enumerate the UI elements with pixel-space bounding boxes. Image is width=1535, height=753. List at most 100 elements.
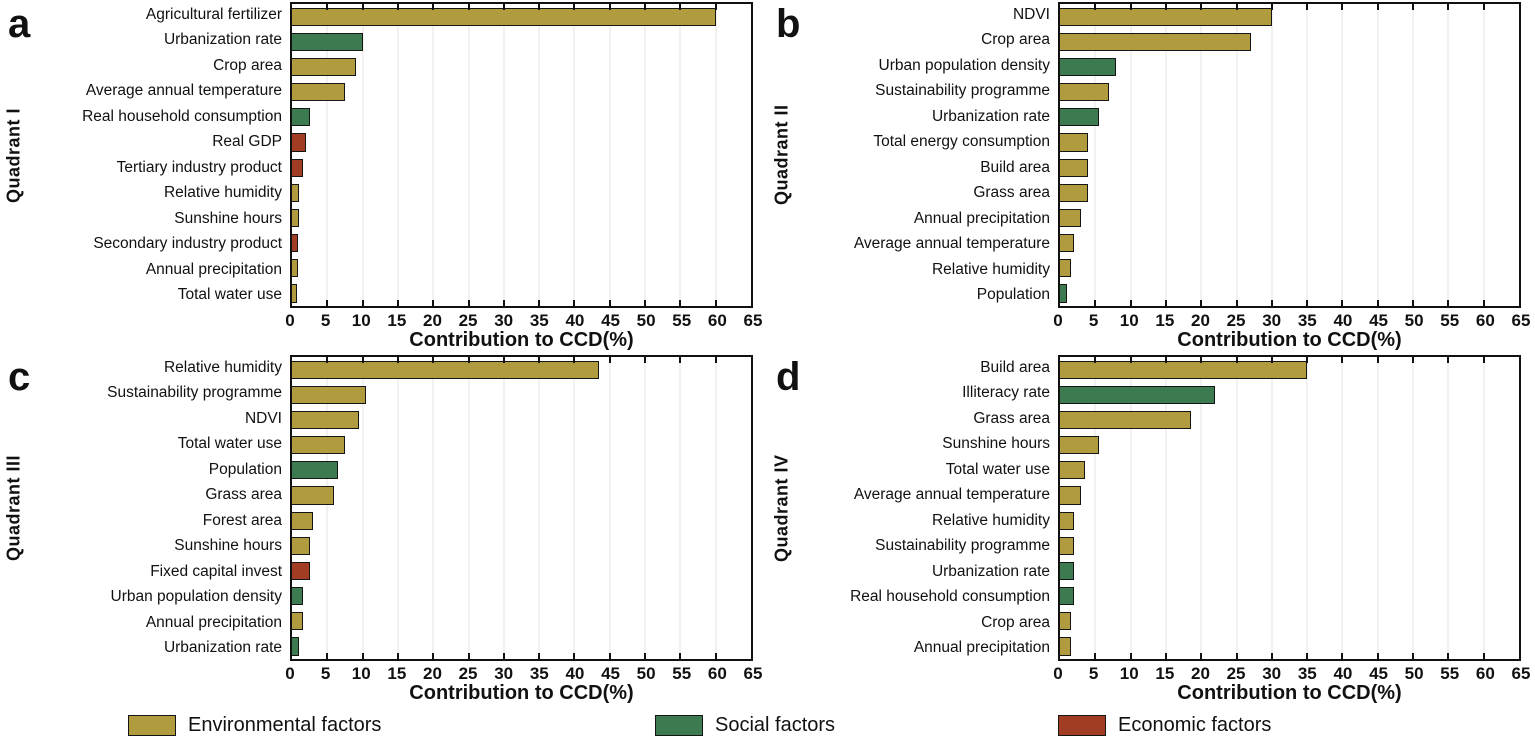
tick-mark bbox=[1447, 300, 1450, 306]
gridlines bbox=[292, 357, 751, 659]
x-axis-tick-labels: 0 5 10 15 20 25 30 35 40 45 50 55 60 65 bbox=[1053, 664, 1530, 684]
x-axis-title: Contribution to CCD(%) bbox=[1177, 682, 1402, 704]
x-tick-label: 5 bbox=[1088, 311, 1099, 330]
category-label: Total energy consumption bbox=[873, 133, 1050, 151]
category-label: Forest area bbox=[202, 511, 282, 529]
bar-row bbox=[1060, 458, 1519, 483]
tick-mark bbox=[1412, 357, 1415, 363]
bar-row bbox=[292, 458, 751, 483]
tick-mark bbox=[538, 4, 541, 10]
bar-row bbox=[292, 205, 751, 230]
x-tick-label: 65 bbox=[1511, 311, 1531, 330]
category-label: Real household consumption bbox=[82, 107, 282, 125]
tick-mark bbox=[1412, 300, 1415, 306]
tick-mark bbox=[1447, 653, 1450, 659]
bar-environmental bbox=[1060, 83, 1110, 102]
x-tick-label: 65 bbox=[1511, 664, 1531, 683]
tick-mark bbox=[644, 300, 647, 306]
tick-mark bbox=[714, 4, 717, 10]
x-tick-label: 0 bbox=[285, 311, 295, 330]
x-tick-label: 50 bbox=[636, 311, 656, 330]
category-label: Sunshine hours bbox=[942, 435, 1050, 453]
bar-row bbox=[292, 609, 751, 634]
bar-environmental bbox=[292, 511, 314, 530]
x-tick-label: 60 bbox=[1475, 664, 1495, 683]
bar-series bbox=[292, 4, 751, 306]
x-tick-label: 15 bbox=[387, 664, 407, 683]
tick-mark bbox=[1376, 357, 1379, 363]
x-tick-label: 65 bbox=[743, 664, 763, 683]
gridline bbox=[1412, 4, 1414, 306]
x-tick-label: 30 bbox=[494, 664, 514, 683]
x-axis-tick-labels: 0 5 10 15 20 25 30 35 40 45 50 55 60 65 bbox=[285, 311, 762, 331]
bar-social bbox=[1060, 587, 1075, 606]
category-label: Sustainability programme bbox=[875, 537, 1050, 555]
bar-row bbox=[1060, 508, 1519, 533]
gridline bbox=[1412, 357, 1414, 659]
bar-social bbox=[1060, 284, 1068, 303]
x-tick-label: 45 bbox=[601, 311, 620, 330]
x-tick-label: 40 bbox=[1333, 311, 1353, 330]
bar-environmental bbox=[292, 284, 297, 303]
gridlines bbox=[292, 4, 751, 306]
tick-mark bbox=[1235, 357, 1238, 363]
bar-environmental bbox=[1060, 7, 1272, 26]
panel-quadrant-2: b Quadrant II NDVI Crop area Urban populat… bbox=[768, 0, 1535, 352]
tick-mark bbox=[1200, 300, 1203, 306]
category-label: Real household consumption bbox=[850, 588, 1050, 606]
bar-row bbox=[1060, 382, 1519, 407]
bar-series bbox=[1060, 357, 1519, 659]
x-tick-label: 20 bbox=[422, 311, 442, 330]
panel-letter-a: a bbox=[8, 2, 31, 46]
legend-label-environmental: Environmental factors bbox=[188, 714, 382, 736]
tick-mark bbox=[1094, 4, 1097, 10]
bar-economic bbox=[292, 133, 307, 152]
bar-environmental bbox=[292, 360, 600, 379]
legend-label-economic: Economic factors bbox=[1118, 714, 1272, 736]
bar-social bbox=[292, 461, 338, 480]
x-tick-label: 0 bbox=[1053, 311, 1063, 330]
category-label: Annual precipitation bbox=[913, 639, 1050, 657]
tick-mark bbox=[326, 300, 329, 306]
bar-row bbox=[1060, 130, 1519, 155]
x-tick-label: 40 bbox=[1333, 664, 1353, 683]
category-label: Fixed capital invest bbox=[150, 562, 282, 580]
bar-environmental bbox=[1060, 436, 1099, 455]
panel-quadrant-1: a Quadrant I Agricultural fertilizer Urba… bbox=[0, 0, 767, 352]
category-label: Relative humidity bbox=[931, 260, 1050, 278]
quadrant-2-axis-label: Quadrant II bbox=[771, 104, 792, 206]
tick-mark bbox=[326, 357, 329, 363]
x-axis-tick-labels: 0 5 10 15 20 25 30 35 40 45 50 55 60 65 bbox=[285, 664, 762, 684]
gridline bbox=[468, 357, 470, 659]
x-tick-label: 25 bbox=[1226, 664, 1246, 683]
category-label: Build area bbox=[980, 158, 1050, 176]
category-label: Average annual temperature bbox=[85, 82, 282, 100]
tick-mark bbox=[1376, 653, 1379, 659]
gridline bbox=[397, 4, 399, 306]
tick-mark bbox=[538, 357, 541, 363]
category-label: Crop area bbox=[213, 56, 282, 74]
gridline bbox=[1306, 4, 1308, 306]
tick-mark bbox=[608, 653, 611, 659]
gridline bbox=[715, 357, 717, 659]
tick-mark bbox=[467, 4, 470, 10]
tick-mark bbox=[573, 653, 576, 659]
gridline bbox=[1236, 4, 1238, 306]
tick-mark bbox=[1447, 4, 1450, 10]
tick-mark bbox=[679, 357, 682, 363]
tick-mark bbox=[608, 357, 611, 363]
gridline bbox=[503, 4, 505, 306]
tick-mark bbox=[714, 357, 717, 363]
x-tick-label: 65 bbox=[743, 311, 763, 330]
bar-row bbox=[292, 433, 751, 458]
bar-row bbox=[1060, 433, 1519, 458]
category-label: Population bbox=[976, 286, 1050, 304]
tick-mark bbox=[1341, 357, 1344, 363]
tick-mark bbox=[1129, 300, 1132, 306]
x-tick-label: 35 bbox=[1297, 311, 1317, 330]
bar-row bbox=[1060, 609, 1519, 634]
tick-mark bbox=[1200, 357, 1203, 363]
x-tick-label: 60 bbox=[707, 664, 727, 683]
x-tick-label: 20 bbox=[1190, 311, 1210, 330]
x-tick-label: 15 bbox=[1155, 664, 1175, 683]
